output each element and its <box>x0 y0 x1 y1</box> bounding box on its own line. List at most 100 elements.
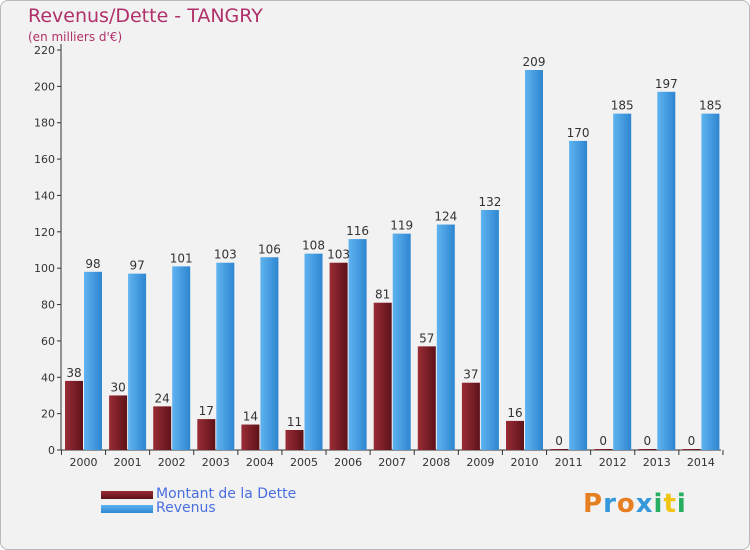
logo-letter: r <box>603 489 617 519</box>
bar-revenue <box>304 253 323 450</box>
data-label-debt: 0 <box>643 434 651 448</box>
data-label-revenue: 97 <box>129 259 144 273</box>
data-label-revenue: 124 <box>434 210 457 224</box>
y-tick-label: 120 <box>34 226 55 239</box>
bar-revenue <box>613 113 632 451</box>
logo-letter: o <box>616 489 636 519</box>
bar-debt <box>417 346 436 450</box>
legend-swatch-debt <box>101 491 153 499</box>
y-tick-label: 100 <box>34 262 55 275</box>
data-label-debt: 0 <box>599 434 607 448</box>
logo-letter: i <box>676 489 687 519</box>
x-tick-label: 2014 <box>687 456 715 469</box>
data-label-revenue: 106 <box>258 242 281 256</box>
data-label-debt: 38 <box>66 366 81 380</box>
logo-letter: t <box>663 489 677 519</box>
bar-revenue <box>84 271 102 450</box>
data-label-debt: 37 <box>463 368 478 382</box>
y-tick-label: 0 <box>48 444 55 457</box>
y-tick-label: 40 <box>41 371 55 384</box>
chart-title: Revenus/Dette - TANGRY <box>28 5 263 27</box>
bar-revenue <box>128 273 147 450</box>
x-tick-label: 2013 <box>643 456 671 469</box>
legend-label-revenue: Revenus <box>156 500 216 516</box>
bar-revenue <box>480 210 499 450</box>
data-label-debt: 103 <box>327 248 350 262</box>
bar-revenue <box>657 91 676 451</box>
y-tick-label: 220 <box>34 44 55 57</box>
data-label-revenue: 98 <box>85 257 100 271</box>
proxiti-logo: Proxiti <box>583 489 687 519</box>
logo-letter: x <box>635 489 654 519</box>
data-label-debt: 17 <box>199 404 214 418</box>
data-label-debt: 81 <box>375 288 390 302</box>
bar-debt <box>329 262 348 450</box>
bar-revenue <box>569 140 588 450</box>
data-label-revenue: 101 <box>170 251 193 265</box>
y-tick-label: 140 <box>34 189 55 202</box>
bar-debt <box>241 424 260 450</box>
bar-revenue <box>701 113 720 451</box>
data-label-revenue: 103 <box>214 248 237 262</box>
x-tick-label: 2012 <box>599 456 627 469</box>
bar-debt <box>594 449 613 450</box>
data-label-debt: 14 <box>243 410 258 424</box>
bar-debt <box>373 302 392 450</box>
bar-revenue <box>392 233 411 450</box>
data-label-debt: 24 <box>155 391 170 405</box>
bar-debt <box>550 449 569 450</box>
bar-revenue <box>525 70 543 450</box>
x-tick-label: 2009 <box>466 456 494 469</box>
data-label-revenue: 170 <box>567 126 590 140</box>
y-tick-label: 20 <box>41 408 55 421</box>
data-label-debt: 0 <box>555 434 563 448</box>
x-tick-label: 2001 <box>114 456 142 469</box>
bar-debt <box>109 395 128 450</box>
x-tick-label: 2005 <box>290 456 318 469</box>
y-tick-label: 200 <box>34 80 55 93</box>
data-label-debt: 11 <box>287 415 302 429</box>
x-tick-label: 2004 <box>246 456 274 469</box>
logo-letter: i <box>653 489 664 519</box>
x-tick-label: 2008 <box>422 456 450 469</box>
data-label-debt: 16 <box>507 406 522 420</box>
data-label-revenue: 108 <box>302 239 325 253</box>
logo-letter: P <box>583 489 604 519</box>
legend-swatch-revenue <box>101 505 153 513</box>
data-label-debt: 0 <box>688 434 696 448</box>
data-label-revenue: 116 <box>346 224 369 238</box>
data-label-revenue: 132 <box>478 195 501 209</box>
legend-label-debt: Montant de la Dette <box>156 486 297 502</box>
bar-debt <box>285 430 304 450</box>
bar-revenue <box>436 224 455 450</box>
chart-subtitle: (en milliers d'€) <box>28 30 123 44</box>
data-label-revenue: 185 <box>611 99 634 113</box>
data-label-debt: 30 <box>110 380 125 394</box>
data-label-revenue: 185 <box>699 99 722 113</box>
bar-debt <box>506 420 524 450</box>
y-tick-label: 80 <box>41 299 55 312</box>
data-label-revenue: 119 <box>390 219 413 233</box>
x-tick-label: 2002 <box>158 456 186 469</box>
bar-revenue <box>216 262 235 450</box>
y-tick-label: 60 <box>41 335 55 348</box>
bar-revenue <box>348 239 367 450</box>
x-tick-label: 2006 <box>334 456 362 469</box>
bar-debt <box>682 449 701 450</box>
y-tick-label: 160 <box>34 153 55 166</box>
x-tick-label: 2000 <box>70 456 98 469</box>
y-tick-label: 180 <box>34 117 55 130</box>
x-tick-label: 2010 <box>511 456 539 469</box>
x-tick-label: 2011 <box>555 456 583 469</box>
bar-revenue <box>260 257 279 450</box>
bar-debt <box>197 419 216 450</box>
bar-debt <box>153 406 172 450</box>
x-tick-label: 2003 <box>202 456 230 469</box>
bar-debt <box>638 449 657 450</box>
data-label-debt: 57 <box>419 331 434 345</box>
data-label-revenue: 209 <box>523 55 546 69</box>
bar-debt <box>65 380 83 450</box>
bar-debt <box>461 382 480 450</box>
